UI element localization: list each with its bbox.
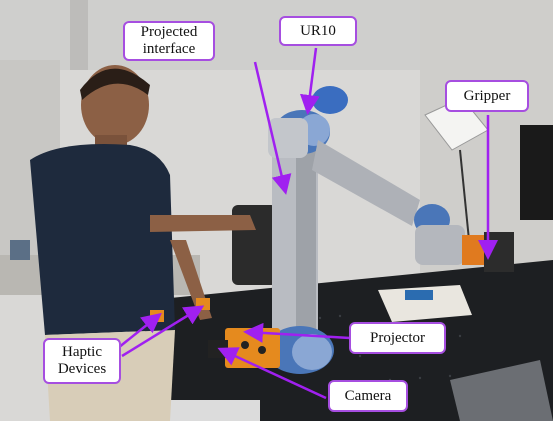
gripper-label: Gripper <box>463 87 511 104</box>
camera-callout: Camera <box>328 380 408 412</box>
ur10-label: UR10 <box>300 22 336 39</box>
monitor <box>520 125 553 220</box>
ur10-callout: UR10 <box>279 16 357 46</box>
camera-label: Camera <box>344 387 392 404</box>
projector-label: Projector <box>370 329 425 346</box>
blue-joint-cap <box>312 86 348 114</box>
projected-interface-line1: Projected <box>140 24 198 40</box>
projector-device <box>225 328 280 368</box>
haptic-device-2 <box>196 298 210 310</box>
haptic-devices-line2: Devices <box>57 361 107 377</box>
projector-callout: Projector <box>349 322 446 354</box>
person-shirt <box>30 144 175 335</box>
haptic-devices-callout: Haptic Devices <box>43 338 121 384</box>
gripper-body <box>484 232 514 272</box>
gripper-mount <box>462 235 484 265</box>
person-arm <box>150 215 256 232</box>
haptic-device-1 <box>150 310 164 322</box>
haptic-devices-line1: Haptic <box>62 344 102 360</box>
robot-forearm <box>312 140 420 226</box>
projected-interface-callout: Projected interface <box>123 21 215 61</box>
projected-interface-line2: interface <box>142 41 196 57</box>
paper-sheet <box>378 285 472 322</box>
gripper-callout: Gripper <box>445 80 529 112</box>
camera-device <box>208 340 228 358</box>
laptop <box>450 360 553 421</box>
